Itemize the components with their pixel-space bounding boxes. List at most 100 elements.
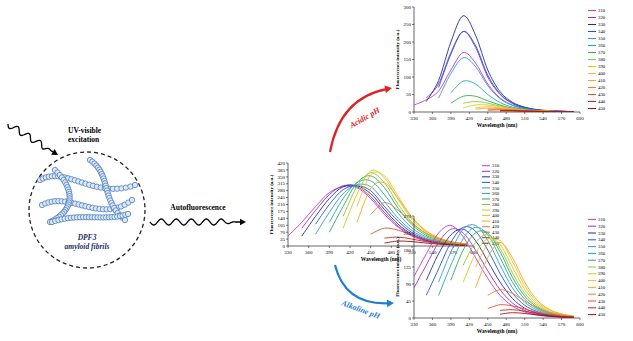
spectrum-line (439, 58, 574, 112)
x-tick (487, 318, 488, 320)
legend-swatch (588, 101, 596, 102)
y-tick (286, 225, 288, 226)
wavy-line (8, 124, 53, 152)
x-tick (506, 318, 507, 320)
spectrum-line (475, 107, 573, 112)
y-tick (412, 284, 414, 285)
excitation-label: excitation (68, 135, 100, 144)
x-axis-title: Wavelength (nm) (477, 122, 518, 129)
series-lines (414, 225, 574, 318)
x-tick (432, 112, 433, 114)
fibril (37, 173, 137, 191)
x-tick (432, 318, 433, 320)
spectrum-line (414, 225, 574, 317)
spectrum-line (414, 229, 574, 318)
legend-label: 370 (492, 197, 500, 202)
legend-label: 320 (492, 169, 500, 174)
x-tick-label: 450 (367, 250, 375, 255)
y-tick-label: 50 (406, 92, 412, 97)
legend-swatch (588, 294, 596, 295)
y-tick (286, 176, 288, 177)
legend-label: 430 (598, 92, 606, 97)
sample-circle (29, 152, 145, 268)
legend-label: 380 (598, 57, 606, 62)
spectrum-line (475, 108, 573, 112)
legend-label: 370 (598, 50, 606, 55)
y-tick-label: 175 (278, 209, 286, 214)
x-axis-title: Wavelength (nm) (477, 328, 518, 335)
spectrum-line (500, 313, 574, 318)
y-tick (286, 211, 288, 212)
spectrum-line (488, 305, 574, 317)
y-tick-label: 385 (278, 168, 286, 173)
x-tick (391, 246, 392, 248)
legend-label: 360 (598, 43, 606, 48)
x-tick (524, 318, 525, 320)
x-tick (506, 112, 507, 114)
y-tick (412, 42, 414, 43)
x-tick (469, 318, 470, 320)
legend-label: 310 (598, 8, 606, 13)
wavy-line (150, 219, 240, 225)
x-tick (450, 112, 451, 114)
spectrum-line (343, 170, 467, 244)
legend-label: 420 (598, 85, 606, 90)
spectrum-line (371, 202, 467, 244)
y-tick (412, 233, 414, 234)
legend-label: 430 (492, 230, 500, 235)
legend-swatch (588, 280, 596, 281)
x-tick-label: 540 (539, 116, 547, 121)
spectrum-line (371, 228, 467, 245)
excitation-label: UV-visible (68, 126, 102, 135)
spectrum-line (357, 172, 467, 244)
spectrum-line (488, 109, 574, 112)
excitation-arrow (8, 124, 58, 155)
x-tick (414, 318, 415, 320)
legend-label: 350 (598, 244, 606, 249)
legend-swatch (588, 273, 596, 274)
spectrum-line (426, 227, 574, 318)
legend-swatch (482, 221, 490, 222)
x-axis (414, 112, 580, 113)
x-tick-label: 420 (466, 116, 474, 121)
sample-label: amyloid fibrils (65, 242, 110, 251)
arrow-head (240, 219, 246, 226)
fibril-bead (132, 182, 137, 187)
y-tick (412, 77, 414, 78)
x-tick (561, 318, 562, 320)
x-axis (414, 318, 580, 319)
x-tick (308, 246, 309, 248)
y-tick-label: 210 (278, 202, 286, 207)
legend-swatch (588, 219, 596, 220)
x-tick-label: 510 (521, 116, 529, 121)
x-tick-label: 600 (576, 322, 584, 327)
fibril (49, 211, 130, 224)
legend-swatch (588, 108, 596, 109)
legend-label: 340 (492, 180, 500, 185)
y-tick-label: 140 (278, 216, 286, 221)
legend-swatch (588, 87, 596, 88)
spectrum-line (475, 239, 573, 316)
spectrum-chart: 3303603904204504805105405706000459013518… (395, 214, 606, 335)
legend: 3103203303403503603703803904004104204304… (588, 8, 606, 111)
spectrum-line (439, 225, 574, 318)
sample-label: DPF3 (77, 233, 97, 242)
x-tick (414, 112, 415, 114)
legend-label: 390 (492, 208, 500, 213)
legend-label: 430 (598, 299, 606, 304)
y-tick (412, 112, 414, 113)
legend-label: 400 (598, 278, 606, 283)
y-tick (286, 197, 288, 198)
legend-label: 330 (598, 22, 606, 27)
legend-swatch (588, 17, 596, 18)
legend-swatch (482, 198, 490, 199)
x-tick-label: 570 (558, 322, 566, 327)
x-tick-label: 360 (429, 116, 437, 121)
legend-swatch (588, 267, 596, 268)
legend-swatch (588, 52, 596, 53)
spectrum-line (463, 102, 574, 112)
legend-label: 440 (598, 305, 606, 310)
y-tick-label: 200 (404, 40, 412, 45)
arrow-head (387, 299, 394, 307)
legend-label: 450 (598, 312, 606, 317)
